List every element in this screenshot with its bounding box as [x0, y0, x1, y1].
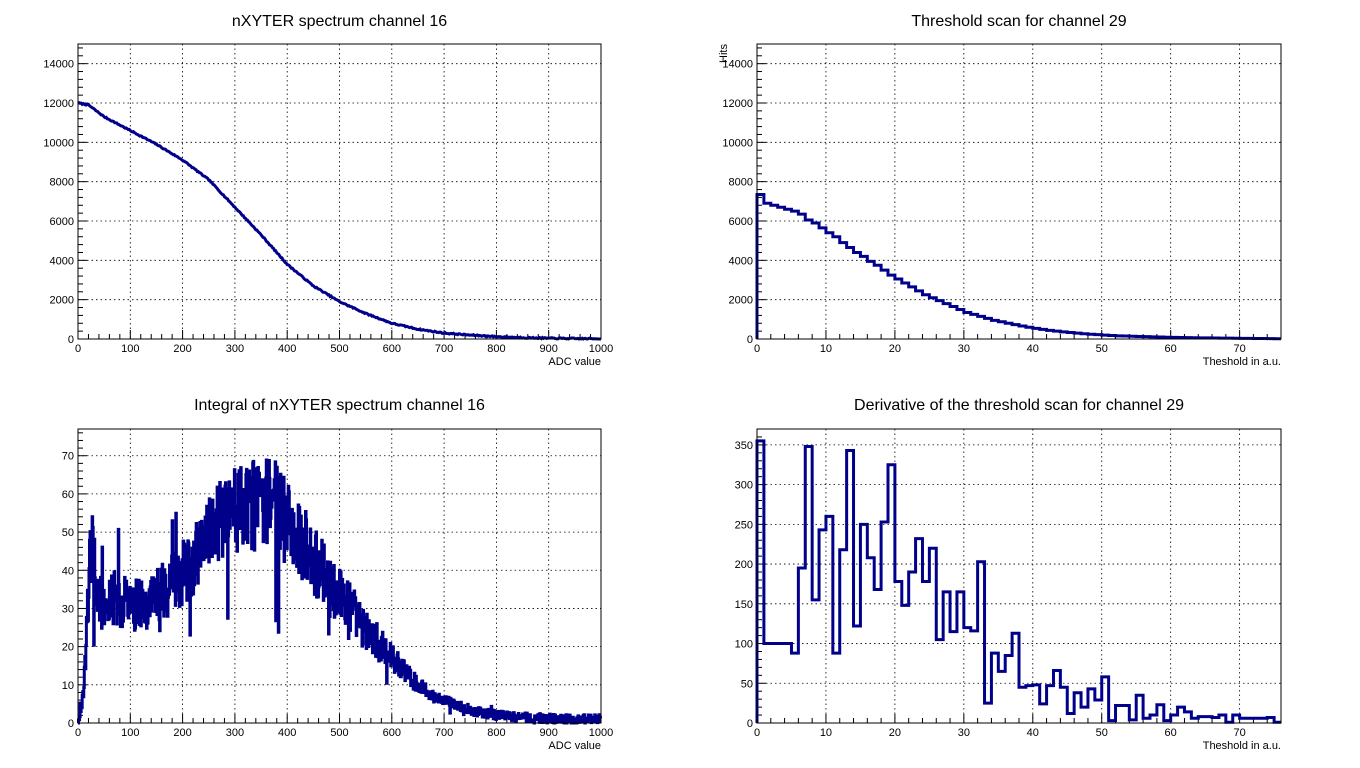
y-tick-label: 14000 [722, 59, 753, 71]
chart-title: Integral of nXYTER spectrum channel 16 [194, 397, 485, 414]
y-tick-label: 12000 [722, 98, 753, 110]
x-tick-label: 0 [754, 727, 760, 739]
data-series [755, 439, 1281, 724]
x-tick-label: 50 [1096, 343, 1108, 355]
y-tick-label: 10000 [722, 137, 753, 149]
x-tick-label: 0 [75, 343, 81, 355]
y-tick-label: 6000 [729, 216, 753, 228]
x-tick-label: 1000 [589, 727, 613, 739]
y-tick-label: 4000 [50, 255, 74, 267]
x-tick-label: 300 [226, 343, 244, 355]
x-tick-label: 700 [435, 727, 453, 739]
chart-panel-3: Integral of nXYTER spectrum channel 16 0 1… [62, 397, 613, 752]
y-tick-label: 350 [735, 440, 753, 452]
y-tick-label: 12000 [43, 98, 74, 110]
y-tick-label: 40 [62, 565, 74, 577]
data-series [755, 192, 1281, 341]
y-tick-label: 4000 [729, 255, 753, 267]
plot-frame [77, 428, 602, 724]
x-tick-label: 400 [278, 343, 296, 355]
chart-title: Threshold scan for channel 29 [911, 13, 1126, 30]
x-tick-label: 500 [330, 343, 348, 355]
x-tick-label: 60 [1165, 343, 1177, 355]
chart-panel-4: Derivative of the threshold scan for cha… [735, 397, 1282, 752]
y-tick-label: 8000 [50, 177, 74, 189]
chart-title: nXYTER spectrum channel 16 [232, 13, 447, 30]
x-tick-label: 60 [1165, 727, 1177, 739]
x-tick-label: 70 [1234, 343, 1246, 355]
x-tick-label: 900 [540, 343, 558, 355]
y-tick-label: 60 [62, 489, 74, 501]
plot-frame [756, 428, 1282, 724]
y-tick-label: 20 [62, 642, 74, 654]
x-tick-label: 30 [958, 727, 970, 739]
x-tick-label: 800 [487, 343, 505, 355]
x-tick-label: 900 [540, 727, 558, 739]
x-tick-label: 70 [1234, 727, 1246, 739]
x-tick-label: 40 [1027, 343, 1039, 355]
y-tick-label: 2000 [50, 295, 74, 307]
y-tick-label: 70 [62, 451, 74, 463]
x-tick-label: 400 [278, 727, 296, 739]
y-tick-label: 200 [735, 559, 753, 571]
plot-frame [77, 43, 602, 340]
y-tick-label: 0 [68, 718, 74, 730]
x-tick-label: 50 [1096, 727, 1108, 739]
y-tick-label: 2000 [729, 295, 753, 307]
x-tick-label: 700 [435, 343, 453, 355]
y-tick-label: 50 [62, 527, 74, 539]
x-tick-label: 10 [820, 343, 832, 355]
chart-title: Derivative of the threshold scan for cha… [854, 397, 1184, 414]
y-tick-label: 14000 [43, 59, 74, 71]
x-axis-label: Theshold in a.u. [1203, 356, 1281, 368]
x-tick-label: 800 [487, 727, 505, 739]
x-tick-label: 100 [121, 727, 139, 739]
x-tick-label: 500 [330, 727, 348, 739]
y-tick-label: 0 [747, 718, 753, 730]
data-series [77, 458, 602, 725]
y-axis-label: Hits [718, 44, 730, 63]
x-tick-label: 0 [754, 343, 760, 355]
y-tick-label: 6000 [50, 216, 74, 228]
x-tick-label: 300 [226, 727, 244, 739]
x-tick-label: 40 [1027, 727, 1039, 739]
x-tick-label: 600 [383, 343, 401, 355]
x-tick-label: 20 [889, 343, 901, 355]
x-axis-label: ADC value [548, 740, 601, 752]
x-tick-label: 10 [820, 727, 832, 739]
x-axis-label: Theshold in a.u. [1203, 740, 1281, 752]
y-tick-label: 30 [62, 603, 74, 615]
y-tick-label: 150 [735, 599, 753, 611]
x-tick-label: 200 [173, 343, 191, 355]
y-tick-label: 0 [68, 334, 74, 346]
x-tick-label: 100 [121, 343, 139, 355]
x-tick-label: 20 [889, 727, 901, 739]
chart-panel-2: Threshold scan for channel 29 0 10 20 30 40 50… [718, 13, 1282, 368]
y-tick-label: 300 [735, 480, 753, 492]
plot-frame [756, 43, 1282, 340]
x-tick-label: 30 [958, 343, 970, 355]
chart-panel-1: nXYTER spectrum channel 16 0 100 200 300 400 5… [43, 13, 613, 368]
x-axis-label: ADC value [548, 356, 601, 368]
y-tick-label: 50 [741, 678, 753, 690]
y-tick-label: 8000 [729, 177, 753, 189]
y-tick-label: 10 [62, 680, 74, 692]
y-tick-label: 250 [735, 519, 753, 531]
x-tick-label: 1000 [589, 343, 613, 355]
x-tick-label: 600 [383, 727, 401, 739]
data-series [77, 100, 601, 341]
x-tick-label: 0 [75, 727, 81, 739]
y-tick-label: 0 [747, 334, 753, 346]
x-tick-label: 200 [173, 727, 191, 739]
y-tick-label: 100 [735, 639, 753, 651]
y-tick-label: 10000 [43, 137, 74, 149]
